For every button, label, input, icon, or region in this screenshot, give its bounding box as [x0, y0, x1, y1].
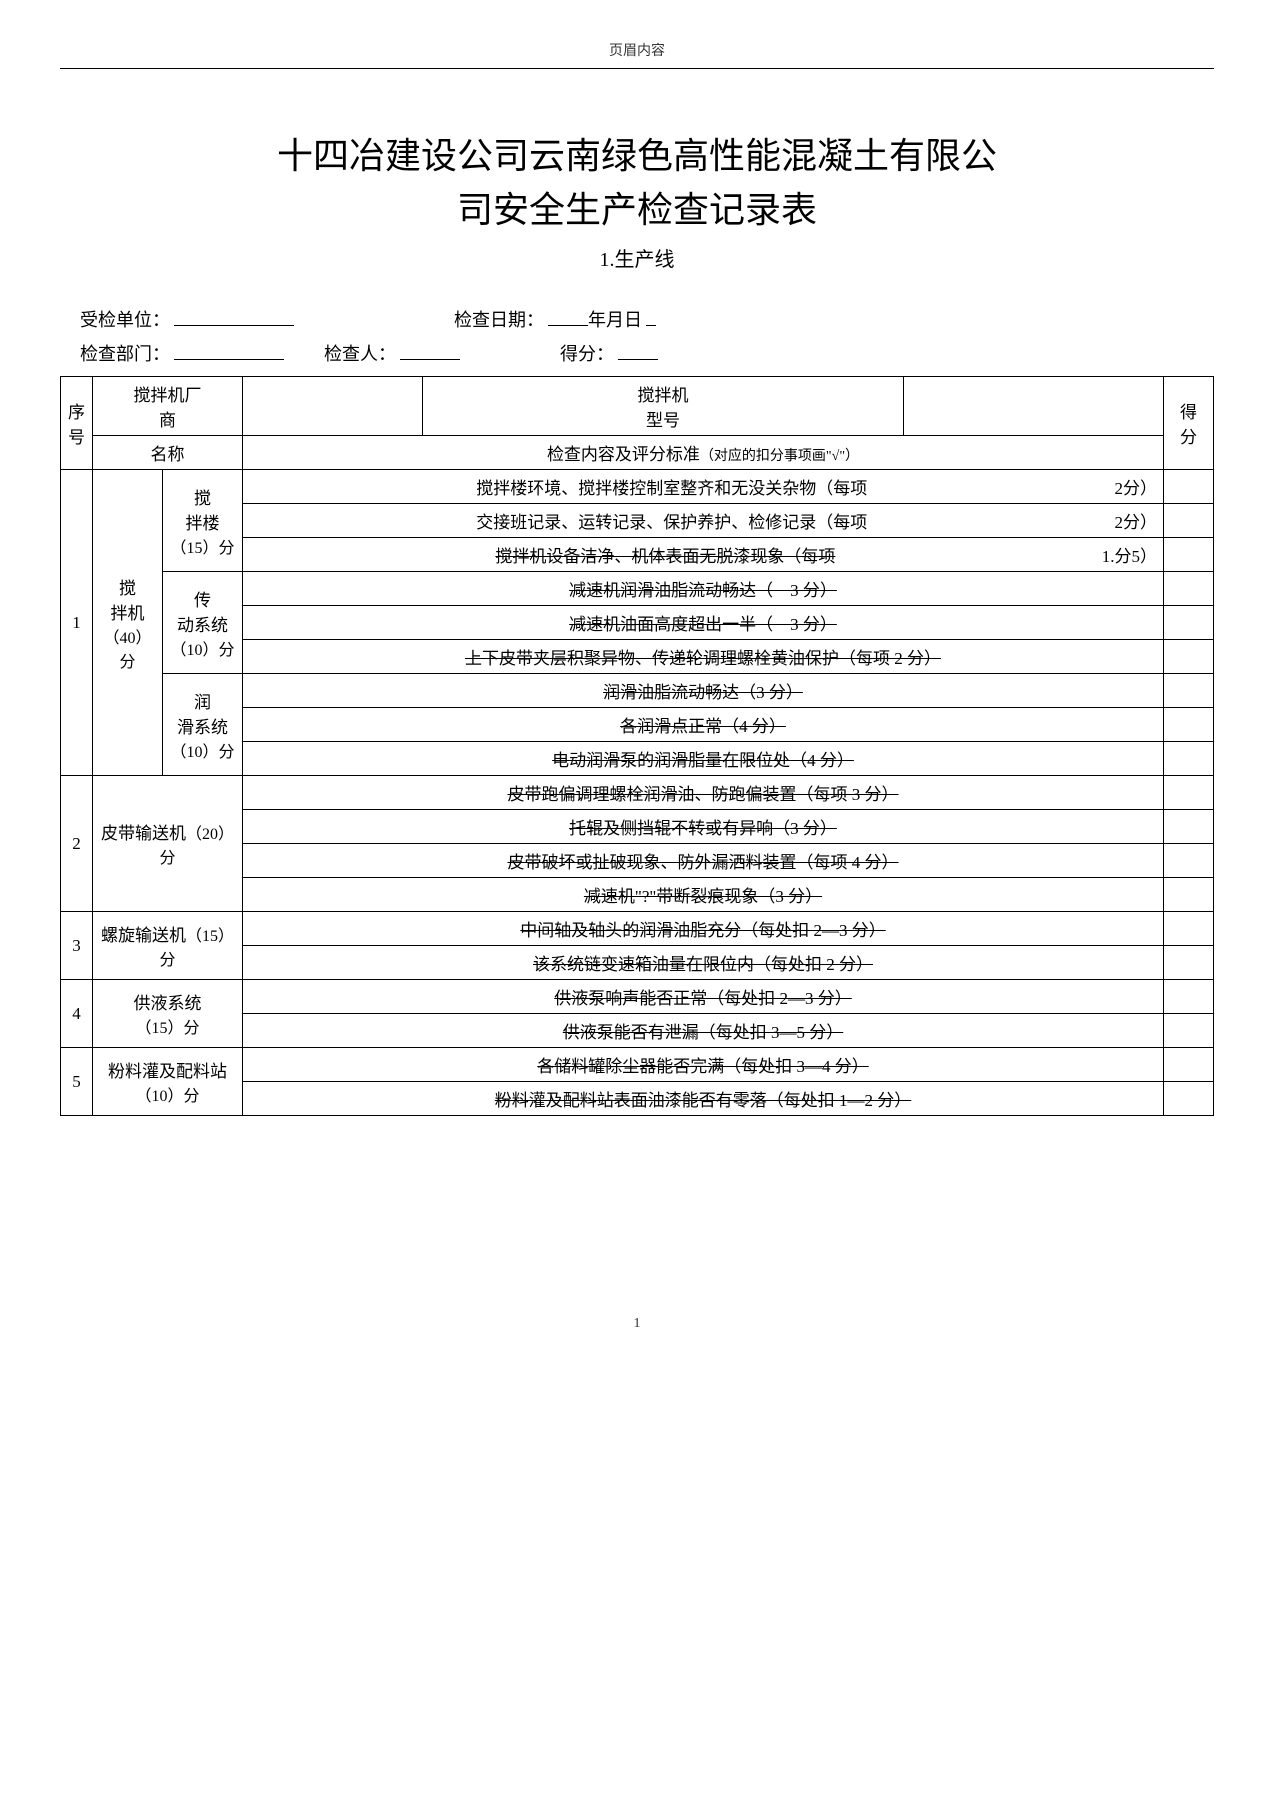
subtitle: 1.生产线 — [60, 243, 1214, 272]
criteria-cell: 交接班记录、运转记录、保护养护、检修记录（每项2分） — [243, 504, 1164, 538]
meta-row-1: 受检单位： 检查日期： 年月日 — [60, 302, 1214, 336]
criteria-cell: 减速机"?"带断裂痕现象（3 分） — [243, 878, 1164, 912]
score-cell[interactable] — [1164, 1048, 1214, 1082]
hdr-criteria: 检查内容及评分标准（对应的扣分事项画"√"） — [243, 436, 1164, 470]
score-cell[interactable] — [1164, 776, 1214, 810]
unit-blank[interactable] — [174, 306, 294, 326]
inspector-blank[interactable] — [400, 340, 460, 360]
criteria-cell: 搅拌楼环境、搅拌楼控制室整齐和无没关杂物（每项2分） — [243, 470, 1164, 504]
table-row: 1 搅拌机（40）分 搅拌楼（15）分 搅拌楼环境、搅拌楼控制室整齐和无没关杂物… — [61, 470, 1214, 504]
meta-unit: 受检单位： — [80, 306, 294, 332]
criteria-cell: 供液泵能否有泄漏（每处扣 3—5 分） — [243, 1014, 1164, 1048]
criteria-cell: 该系统链变速箱油量在限位内（每处扣 2 分） — [243, 946, 1164, 980]
hdr-name: 名称 — [93, 436, 243, 470]
group-4: 供液系统（15）分 — [93, 980, 243, 1048]
score-cell[interactable] — [1164, 810, 1214, 844]
table-row: 传动系统（10）分 减速机润滑油脂流动畅达（ 3 分） — [61, 572, 1214, 606]
page-number: 1 — [634, 1316, 641, 1331]
page-title: 十四冶建设公司云南绿色高性能混凝土有限公 司安全生产检查记录表 — [60, 129, 1214, 237]
criteria-cell: 粉料灌及配料站表面油漆能否有零落（每处扣 1—2 分） — [243, 1082, 1164, 1116]
meta-date: 检查日期： 年月日 — [454, 306, 656, 332]
header-text: 页眉内容 — [609, 44, 665, 59]
table-row: 4 供液系统（15）分 供液泵响声能否正常（每处扣 2—3 分） — [61, 980, 1214, 1014]
score-cell[interactable] — [1164, 572, 1214, 606]
page-header: 页眉内容 — [60, 40, 1214, 69]
meta-inspector: 检查人： — [324, 340, 460, 366]
score-cell[interactable] — [1164, 606, 1214, 640]
score-cell[interactable] — [1164, 640, 1214, 674]
hdr-score: 得分 — [1164, 377, 1214, 470]
group-1-name: 搅拌机（40）分 — [93, 470, 163, 776]
hdr-seq: 序号 — [61, 377, 93, 470]
score-cell[interactable] — [1164, 946, 1214, 980]
criteria-cell: 皮带破坏或扯破现象、防外漏洒料装置（每项 4 分） — [243, 844, 1164, 878]
hdr-factory-blank[interactable] — [243, 377, 423, 436]
criteria-cell: 电动润滑泵的润滑脂量在限位处（4 分） — [243, 742, 1164, 776]
criteria-cell: 皮带跑偏调理螺栓润滑油、防跑偏装置（每项 3 分） — [243, 776, 1164, 810]
hdr-factory: 搅拌机厂商 — [93, 377, 243, 436]
score-cell[interactable] — [1164, 742, 1214, 776]
criteria-cell: 各润滑点正常（4 分） — [243, 708, 1164, 742]
page-footer: 1 — [60, 1316, 1214, 1332]
hdr-model-blank[interactable] — [904, 377, 1164, 436]
criteria-cell: 润滑油脂流动畅达（3 分） — [243, 674, 1164, 708]
criteria-cell: 各储料罐除尘器能否完满（每处扣 3—4 分） — [243, 1048, 1164, 1082]
group-2: 皮带输送机（20）分 — [93, 776, 243, 912]
score-blank[interactable] — [618, 340, 658, 360]
score-cell[interactable] — [1164, 504, 1214, 538]
meta-dept: 检查部门： — [80, 340, 284, 366]
meta-score: 得分： — [560, 340, 658, 366]
table-row: 3 螺旋输送机（15）分 中间轴及轴头的润滑油脂充分（每处扣 2—3 分） — [61, 912, 1214, 946]
table-row: 2 皮带输送机（20）分 皮带跑偏调理螺栓润滑油、防跑偏装置（每项 3 分） — [61, 776, 1214, 810]
score-cell[interactable] — [1164, 674, 1214, 708]
seq-2: 2 — [61, 776, 93, 912]
criteria-cell: 减速机油面高度超出一半（ 3 分） — [243, 606, 1164, 640]
hdr-model: 搅拌机型号 — [423, 377, 904, 436]
group-5: 粉料灌及配料站（10）分 — [93, 1048, 243, 1116]
subgroup-1-2: 传动系统（10）分 — [163, 572, 243, 674]
score-cell[interactable] — [1164, 878, 1214, 912]
seq-3: 3 — [61, 912, 93, 980]
criteria-cell: 减速机润滑油脂流动畅达（ 3 分） — [243, 572, 1164, 606]
header-row-1: 序号 搅拌机厂商 搅拌机型号 得分 — [61, 377, 1214, 436]
score-cell[interactable] — [1164, 844, 1214, 878]
score-cell[interactable] — [1164, 470, 1214, 504]
seq-5: 5 — [61, 1048, 93, 1116]
table-row: 5 粉料灌及配料站（10）分 各储料罐除尘器能否完满（每处扣 3—4 分） — [61, 1048, 1214, 1082]
date-blank-year[interactable] — [548, 306, 588, 326]
header-row-2: 名称 检查内容及评分标准（对应的扣分事项画"√"） — [61, 436, 1214, 470]
main-table: 序号 搅拌机厂商 搅拌机型号 得分 名称 检查内容及评分标准（对应的扣分事项画"… — [60, 376, 1214, 1116]
meta-row-2: 检查部门： 检查人： 得分： — [60, 336, 1214, 370]
criteria-cell: 中间轴及轴头的润滑油脂充分（每处扣 2—3 分） — [243, 912, 1164, 946]
criteria-cell: 供液泵响声能否正常（每处扣 2—3 分） — [243, 980, 1164, 1014]
score-cell[interactable] — [1164, 538, 1214, 572]
seq-4: 4 — [61, 980, 93, 1048]
subgroup-1-1: 搅拌楼（15）分 — [163, 470, 243, 572]
criteria-cell: 搅拌机设备洁净、机体表面无脱漆现象（每项1.分5） — [243, 538, 1164, 572]
table-row: 润滑系统（10）分 润滑油脂流动畅达（3 分） — [61, 674, 1214, 708]
criteria-cell: 托辊及侧挡辊不转或有异响（3 分） — [243, 810, 1164, 844]
score-cell[interactable] — [1164, 1014, 1214, 1048]
seq-1: 1 — [61, 470, 93, 776]
criteria-cell: 上下皮带夹层积聚异物、传递轮调理螺栓黄油保护（每项 2 分） — [243, 640, 1164, 674]
score-cell[interactable] — [1164, 1082, 1214, 1116]
score-cell[interactable] — [1164, 708, 1214, 742]
score-cell[interactable] — [1164, 912, 1214, 946]
subgroup-1-3: 润滑系统（10）分 — [163, 674, 243, 776]
dept-blank[interactable] — [174, 340, 284, 360]
group-3: 螺旋输送机（15）分 — [93, 912, 243, 980]
score-cell[interactable] — [1164, 980, 1214, 1014]
